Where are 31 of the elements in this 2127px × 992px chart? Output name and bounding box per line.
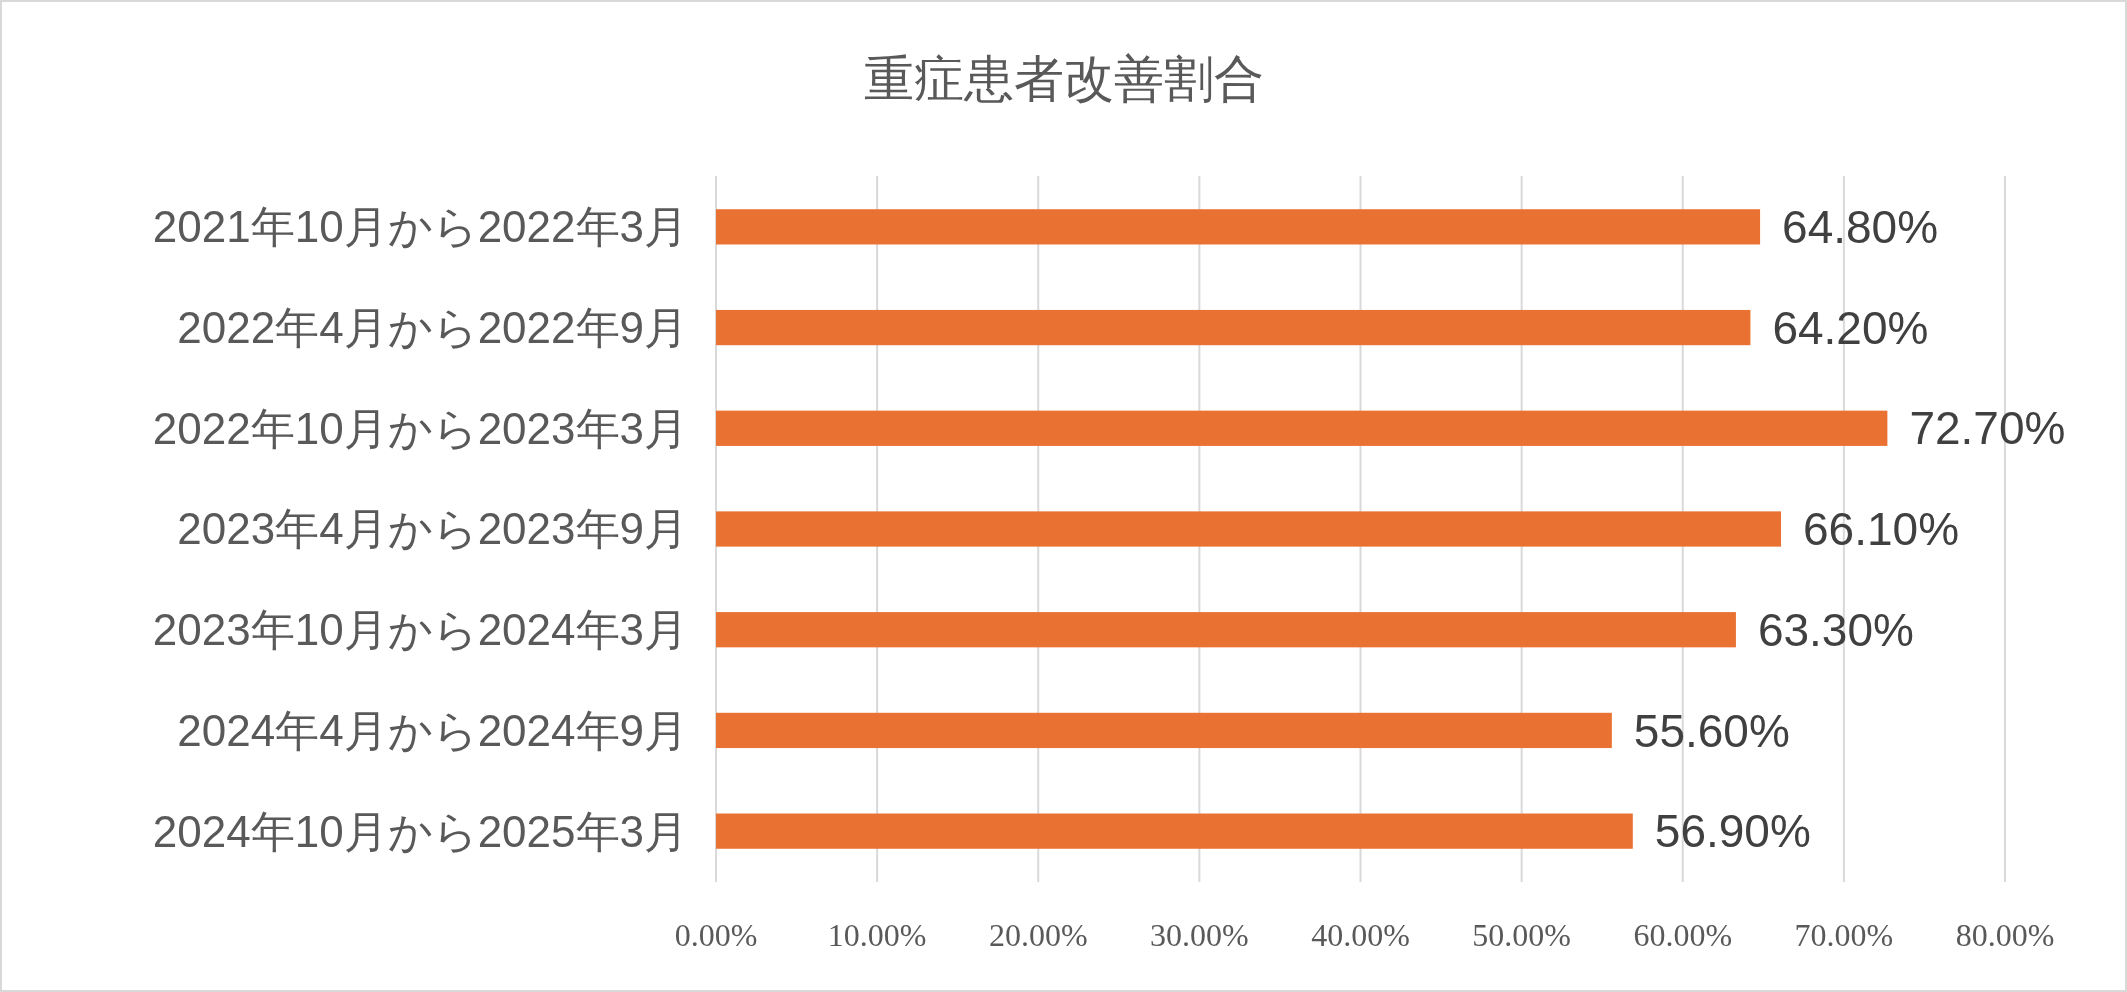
bar	[716, 612, 1736, 648]
y-tick-label: 2023年10月から2024年3月	[152, 605, 688, 655]
x-tick-label: 70.00%	[1794, 917, 1894, 953]
x-tick-label: 10.00%	[827, 917, 927, 953]
bar	[716, 209, 1761, 245]
data-label: 63.30%	[1757, 603, 1914, 656]
data-label: 66.10%	[1803, 503, 1960, 556]
y-tick-label: 2024年4月から2024年9月	[177, 705, 688, 755]
chart-title: 重症患者改善割合	[863, 51, 1264, 107]
data-label: 55.60%	[1633, 704, 1790, 757]
bar	[716, 712, 1612, 749]
x-tick-label: 30.00%	[1150, 917, 1249, 953]
y-tick-label: 2024年10月から2025年3月	[152, 806, 688, 856]
x-tick-label: 40.00%	[1311, 917, 1410, 953]
bar	[716, 309, 1751, 346]
x-tick-label: 20.00%	[988, 917, 1088, 953]
data-label: 56.90%	[1654, 805, 1811, 858]
y-tick-label: 2022年4月から2022年9月	[177, 302, 688, 352]
x-tick-label: 80.00%	[1955, 917, 2055, 953]
bar	[716, 511, 1782, 547]
data-label: 64.80%	[1782, 200, 1939, 253]
y-tick-label: 2022年10月から2023年3月	[152, 403, 688, 453]
x-tick-label: 60.00%	[1633, 917, 1733, 953]
bar	[716, 410, 1888, 446]
x-tick-label: 50.00%	[1472, 917, 1571, 953]
x-tick-label: 0.00%	[674, 917, 758, 953]
data-label: 72.70%	[1909, 402, 2066, 455]
data-label: 64.20%	[1772, 301, 1929, 354]
bar	[716, 813, 1633, 849]
y-tick-label: 2023年4月から2023年9月	[177, 504, 688, 554]
y-tick-label: 2021年10月から2022年3月	[152, 202, 688, 252]
